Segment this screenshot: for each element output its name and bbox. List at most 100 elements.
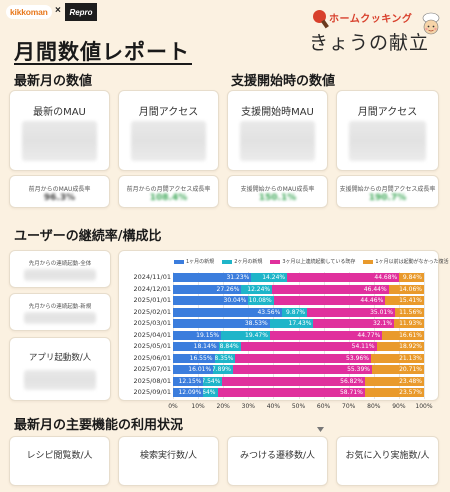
legend-item: 1ヶ月の新規 (174, 258, 214, 265)
bar-segment: 19.15% (173, 330, 222, 340)
page-title: 月間数値レポート (14, 40, 190, 64)
mau-growth-card: 前月からのMAU成長率 96.3% (9, 175, 110, 208)
bar-segment: 18.92% (376, 342, 425, 351)
retention-all-card: 先月からの連続起動-全体 (9, 250, 111, 288)
bar-segment: 46.44% (272, 284, 389, 294)
x-tick-label: 60% (316, 402, 331, 410)
bar-segment: 15.41% (385, 296, 424, 305)
repro-logo: Repro (65, 3, 97, 21)
support-mau-growth-value: 150.1% (258, 193, 297, 203)
legend-swatch (174, 259, 184, 264)
legend-item: 2ヶ月の新規 (222, 258, 262, 265)
discover-transition-card: みつける遷移数/人 (227, 436, 328, 486)
app-launch-value-redacted (24, 370, 96, 390)
bar-segment: 18.14% (173, 342, 219, 351)
bar-segment: 10.08% (248, 296, 274, 305)
bar-segment: 23.48% (365, 376, 424, 386)
bar-segment: 53.96% (235, 353, 371, 363)
category-label: 2024/12/01 (133, 284, 171, 293)
category-label: 2025/06/01 (133, 353, 171, 362)
section-retention-heading: ユーザーの継続率/構成比 (14, 229, 162, 244)
bar-segment: 27.26% (173, 284, 242, 294)
chef-mascot-icon (422, 12, 440, 35)
bar-segment: 43.56% (173, 307, 283, 317)
bar-segment: 16.01% (173, 365, 214, 374)
access-growth-card: 前月からの月間アクセス成長率 108.4% (118, 175, 219, 208)
mau-value-redacted (22, 121, 97, 161)
bar-segment: 17.43% (269, 319, 314, 328)
bar-segment: 20.71% (372, 365, 424, 374)
bar-segment: 30.04% (173, 296, 249, 305)
bar-segment: 11.93% (394, 319, 424, 328)
monthly-access-card-title: 月間アクセス (138, 107, 199, 118)
bar-segment: 7.89% (213, 365, 233, 374)
bar-segment: 23.57% (364, 388, 425, 397)
retention-new-value-redacted (24, 312, 96, 324)
retention-all-value-redacted (24, 269, 96, 281)
monthly-access-card: 月間アクセス (118, 90, 219, 171)
mau-growth-value: 96.3% (43, 193, 76, 203)
mau-growth-label: 前月からのMAU成長率 (28, 186, 91, 193)
bar-segment: 9.84% (399, 273, 424, 282)
support-monthly-access-value-redacted (349, 121, 426, 161)
legend-item: 1ヶ月以前は起動がなかった復活 (363, 258, 449, 265)
x-tick-label: 40% (266, 402, 281, 410)
chart-legend: 1ヶ月の新規 2ヶ月の新規 3ヶ月以上連続起動している既存 1ヶ月以前は起動がなかった… (174, 258, 449, 265)
bar-segment: 16.55% (173, 353, 215, 363)
gridline (424, 272, 425, 399)
page-title-underline (14, 63, 192, 65)
bar-segment: 12.09% (173, 388, 204, 397)
support-monthly-access-card: 月間アクセス (336, 90, 439, 171)
x-tick-label: 0% (168, 402, 178, 410)
legend-label: 1ヶ月の新規 (186, 259, 215, 265)
bar-segment: 32.1% (313, 319, 395, 328)
access-growth-label: 前月からの月間アクセス成長率 (126, 186, 211, 193)
support-mau-growth-label: 支援開始からのMAU成長率 (240, 186, 315, 193)
bar-segment: 19.47% (221, 330, 270, 340)
bar-segment: 14.06% (388, 284, 424, 294)
recipe-views-title: レシピ閲覧数/人 (26, 451, 93, 461)
bar-segment: 44.68% (287, 273, 400, 282)
bar-segment: 21.13% (370, 353, 424, 363)
mau-card: 最新のMAU (9, 90, 110, 171)
x-tick-label: 20% (216, 402, 230, 410)
support-mau-card-title: 支援開始時MAU (241, 107, 314, 118)
x-tick-label: 100% (415, 402, 433, 410)
chart-plot-area: 2024/11/01 31.23% 14.24% 44.68% 9.84% 2024/12… (119, 251, 438, 410)
bar-segment: 55.39% (232, 365, 372, 374)
retention-all-title: 先月からの連続起動-全体 (28, 261, 92, 267)
brand-name: きょうの献立 (309, 32, 430, 54)
legend-swatch (222, 259, 233, 264)
bar-segment: 7.54% (203, 376, 223, 386)
category-label: 2025/02/01 (133, 307, 171, 316)
mau-card-title: 最新のMAU (33, 107, 86, 118)
favorites-title: お気に入り実施数/人 (345, 451, 430, 461)
favorites-card: お気に入り実施数/人 (336, 436, 439, 486)
bar-segment: 12.24% (241, 284, 273, 294)
retention-chart: 1ヶ月の新規 2ヶ月の新規 3ヶ月以上連続起動している既存 1ヶ月以前は起動がなかった… (118, 250, 449, 410)
support-mau-growth-card: 支援開始からのMAU成長率 150.1% (227, 175, 328, 208)
section-latest-heading: 最新月の数値 (14, 74, 93, 89)
bar-segment: 5.64% (203, 388, 218, 397)
bar-segment: 44.46% (273, 296, 386, 305)
bar-segment: 35.01% (307, 307, 395, 317)
category-label: 2025/04/01 (133, 330, 171, 339)
legend-item: 3ヶ月以上連続起動している既存 (270, 258, 355, 265)
x-tick-label: 80% (367, 402, 381, 410)
category-label: 2025/01/01 (133, 296, 171, 304)
legend-label: 1ヶ月以前は起動がなかった復活 (375, 259, 449, 265)
x-tick-label: 50% (291, 402, 306, 410)
x-tick-label: 90% (392, 402, 406, 410)
bar-segment: 9.87% (282, 307, 308, 317)
retention-new-title: 先月からの連続起動-新規 (28, 304, 92, 310)
category-label: 2025/08/01 (133, 376, 171, 385)
filter-icon[interactable] (317, 427, 324, 432)
search-count-card: 検索実行数/人 (118, 436, 219, 486)
bar-segment: 31.23% (173, 273, 252, 282)
bar-segment: 11.56% (394, 307, 424, 317)
logo-separator: × (55, 5, 61, 16)
support-mau-value-redacted (240, 121, 315, 161)
bar-segment: 14.24% (251, 273, 288, 282)
x-tick-label: 30% (241, 402, 255, 410)
support-mau-card: 支援開始時MAU (227, 90, 328, 171)
